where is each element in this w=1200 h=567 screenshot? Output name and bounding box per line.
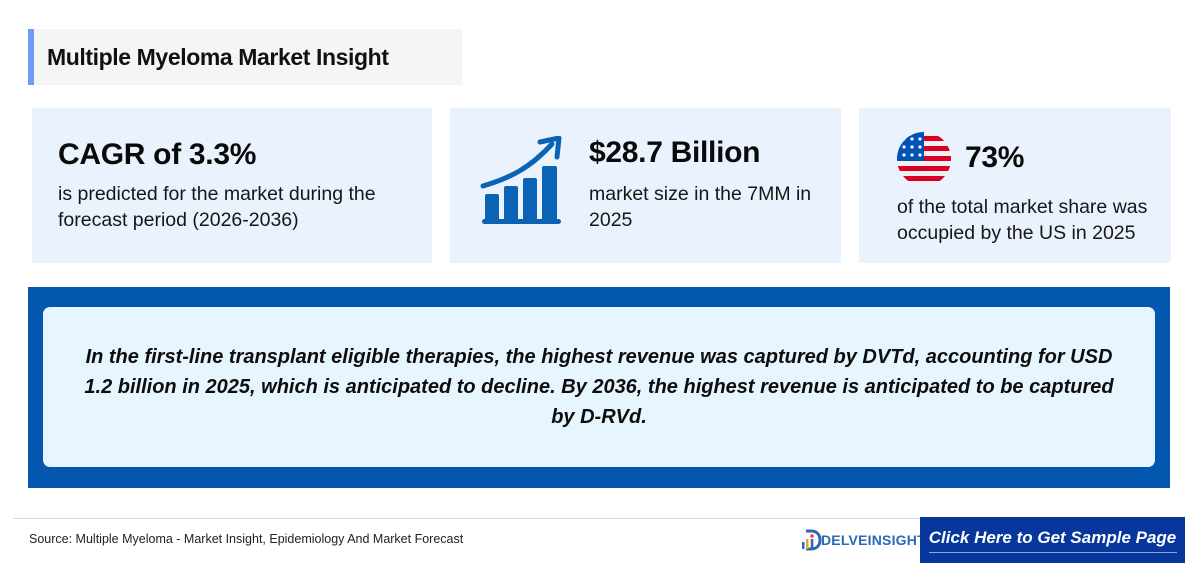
page-title: Multiple Myeloma Market Insight bbox=[47, 43, 389, 70]
stat-card-us-share: 73% of the total market share was occupi… bbox=[859, 108, 1171, 263]
get-sample-page-button[interactable]: Click Here to Get Sample Page bbox=[920, 517, 1185, 563]
source-citation: Source: Multiple Myeloma - Market Insigh… bbox=[29, 532, 464, 546]
delveinsight-logo[interactable]: DELVEINSIGHT bbox=[800, 529, 926, 551]
get-sample-page-label: Click Here to Get Sample Page bbox=[928, 528, 1177, 553]
stat-value-cagr: CAGR of 3.3% bbox=[58, 138, 257, 171]
insight-box: In the first-line transplant eligible th… bbox=[43, 307, 1155, 467]
stat-value-market-size: $28.7 Billion bbox=[589, 136, 761, 169]
stat-card-market-size: $28.7 Billion market size in the 7MM in … bbox=[450, 108, 841, 263]
growth-bar-chart-icon bbox=[480, 136, 562, 224]
delveinsight-logo-text: DELVEINSIGHT bbox=[821, 532, 926, 548]
stat-description-market-size: market size in the 7MM in 2025 bbox=[589, 183, 812, 231]
stat-description-cagr: is predicted for the market during the f… bbox=[58, 183, 376, 231]
stat-description-us-share: of the total market share was occupied b… bbox=[897, 196, 1148, 244]
footer-divider bbox=[13, 518, 920, 519]
stat-value-us-share: 73% bbox=[965, 141, 1025, 174]
delveinsight-logo-icon bbox=[802, 529, 822, 551]
title-banner: Multiple Myeloma Market Insight bbox=[28, 29, 462, 85]
insight-frame: In the first-line transplant eligible th… bbox=[28, 287, 1170, 488]
insight-text: In the first-line transplant eligible th… bbox=[84, 346, 1114, 428]
us-flag-icon bbox=[897, 132, 951, 186]
stat-card-cagr: CAGR of 3.3% is predicted for the market… bbox=[32, 108, 432, 263]
title-accent-bar bbox=[28, 29, 34, 85]
